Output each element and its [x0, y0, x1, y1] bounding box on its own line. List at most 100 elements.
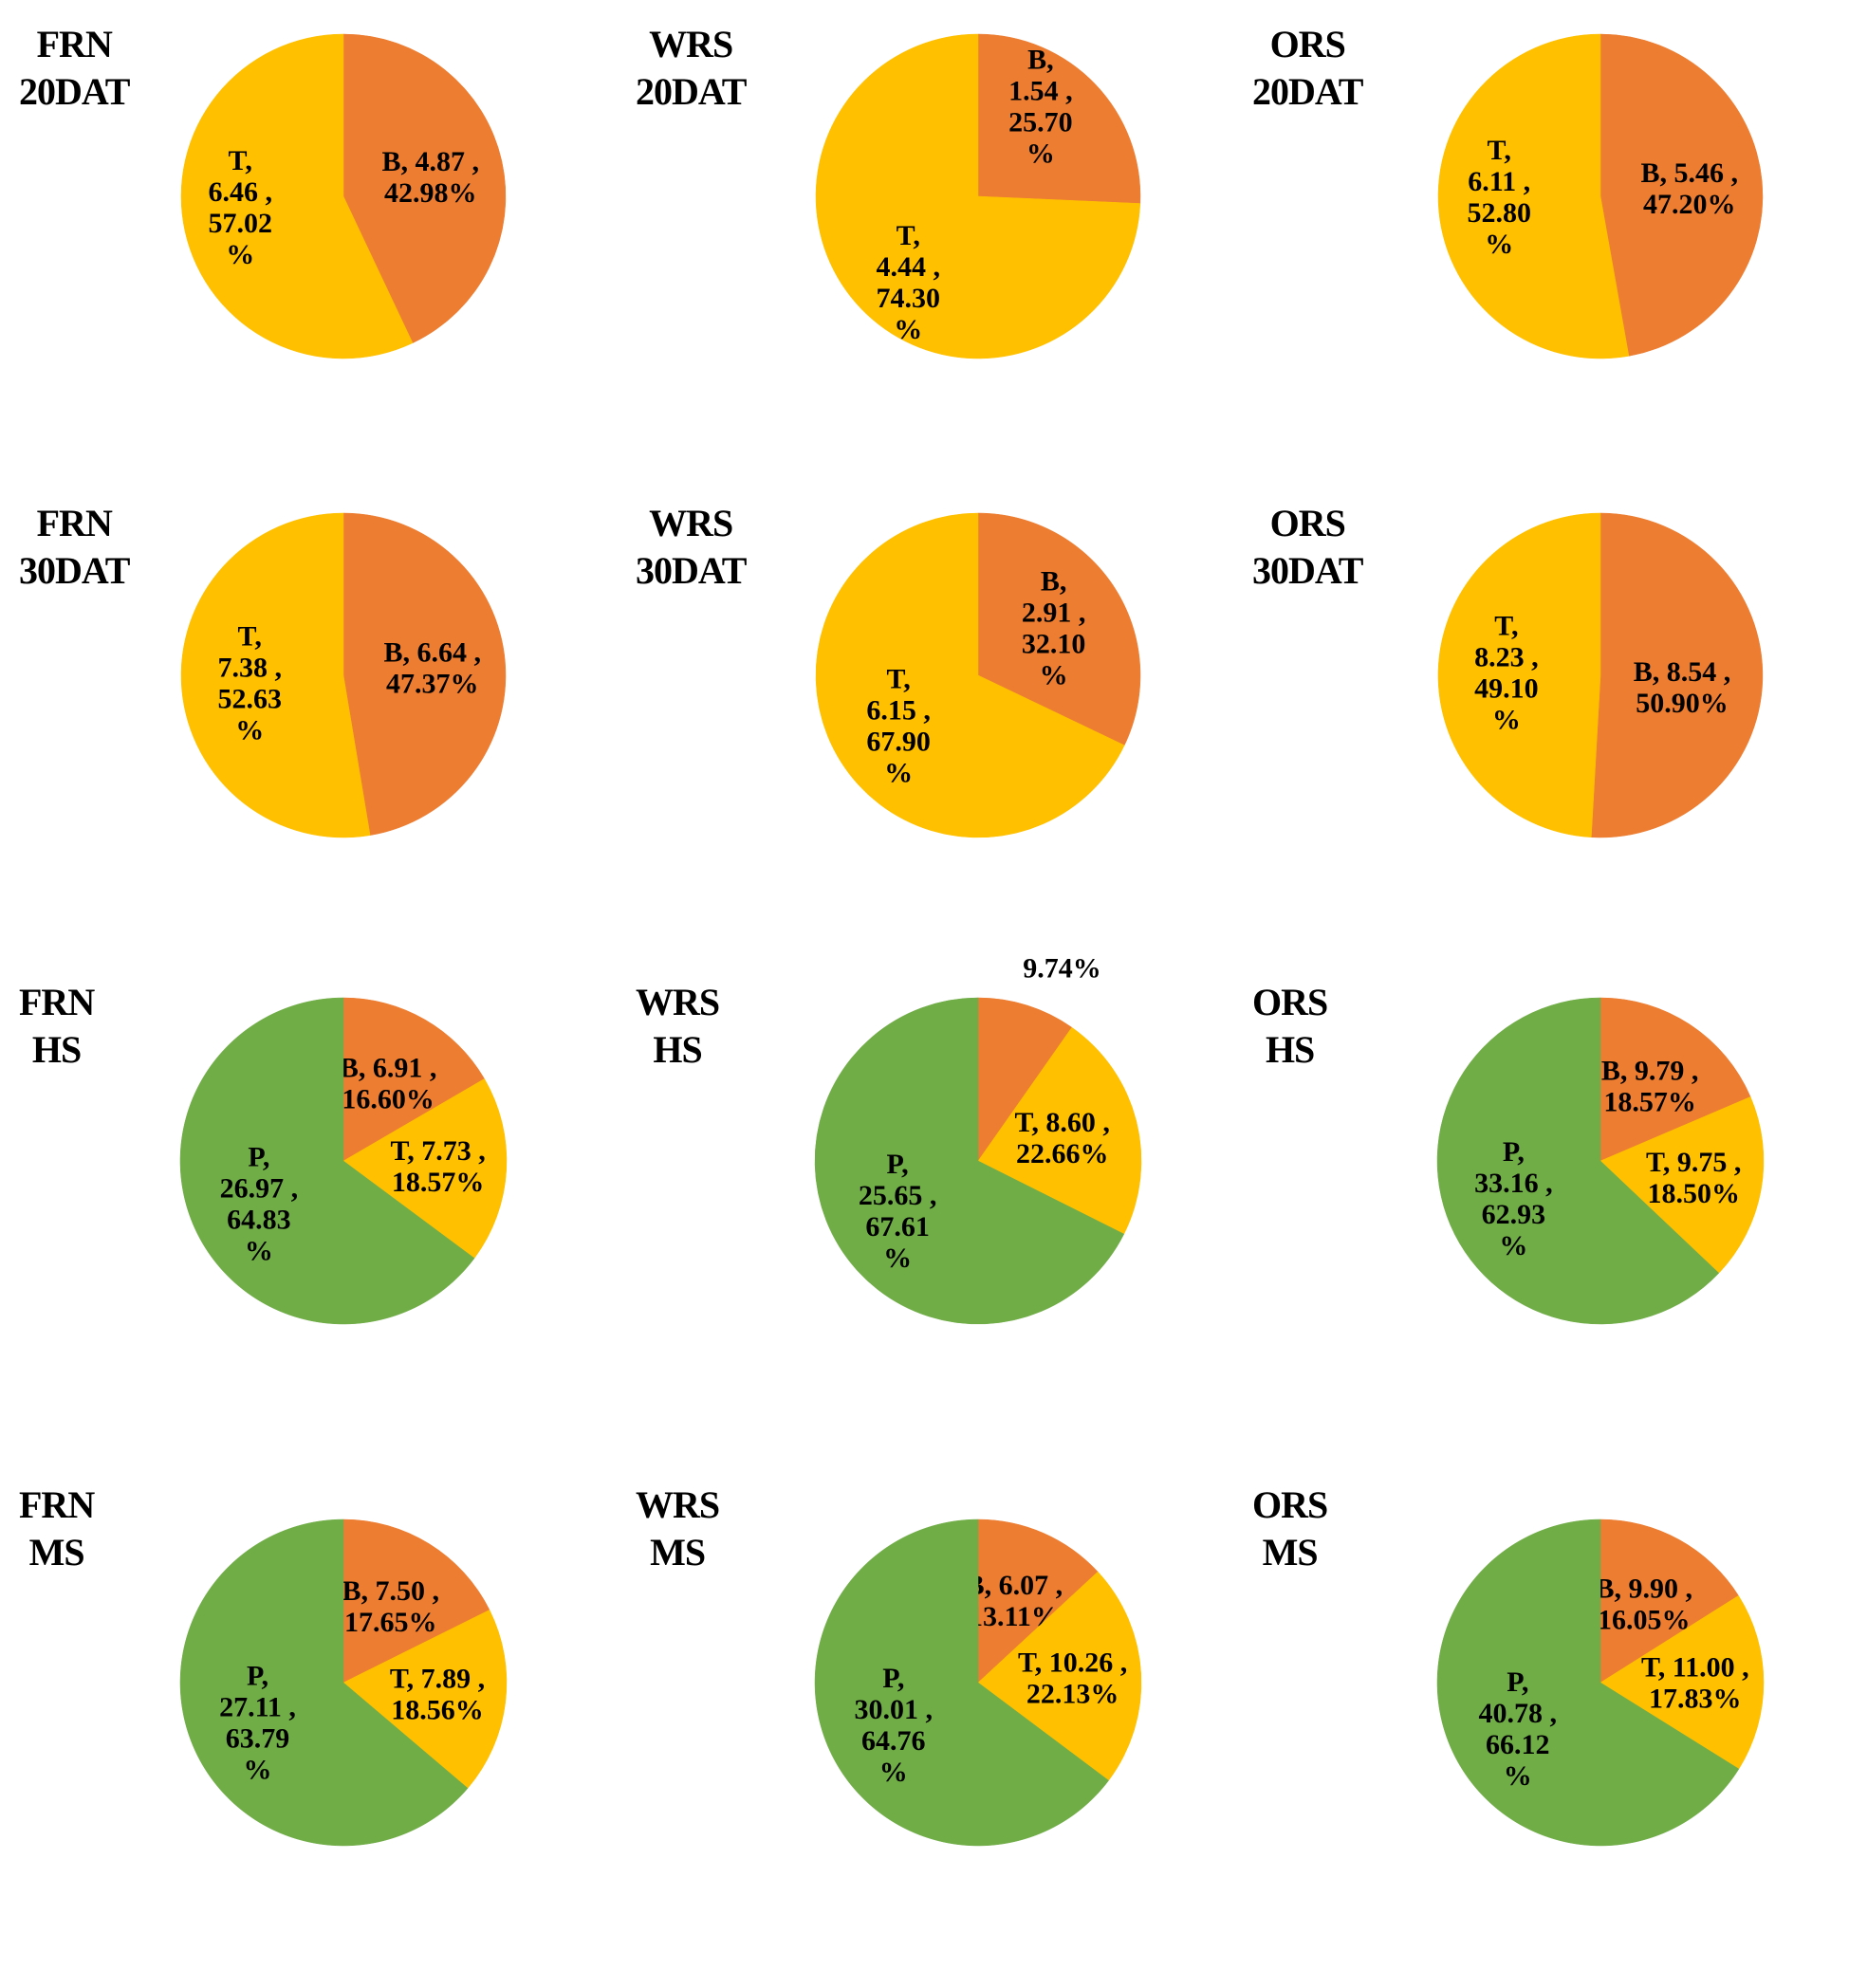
- chart-title-line: 20DAT: [636, 70, 747, 113]
- data-label-t: T, 7.89 , 18.56%: [390, 1664, 485, 1726]
- data-label-line: %: [235, 715, 264, 746]
- data-label-line: T, 10.26 ,: [1018, 1647, 1127, 1678]
- pie-svg: B, 1.54 , 25.70 %T, 4.44 , 74.30%: [815, 33, 1141, 359]
- data-label-line: %: [1504, 1760, 1532, 1792]
- data-label-line: 64.83: [227, 1204, 291, 1235]
- data-label-line: T,: [229, 145, 252, 176]
- data-label-line: T, 7.73 ,: [390, 1135, 485, 1167]
- pie-svg: B, 5.46 , 47.20% T, 6.11 , 52.80%: [1437, 33, 1764, 359]
- data-label-line: %: [883, 1242, 912, 1274]
- pie-slice-t: [1599, 1594, 1765, 1770]
- data-label-t: T, 4.44 , 74.30%: [877, 220, 941, 345]
- data-label-line: 50.90%: [1636, 688, 1729, 719]
- data-label-line: 17.83%: [1649, 1683, 1742, 1714]
- pie-slice-p: [814, 1519, 1109, 1847]
- pie-chart-frn-ms: B, 7.50 , 17.65% T, 7.89 , 18.56% P, 27.11 ,6…: [0, 1461, 617, 1988]
- pie-slice-p: [179, 997, 475, 1325]
- data-label-line: 25.70: [1008, 107, 1073, 138]
- pie-slice-b: [1599, 997, 1751, 1162]
- data-label-line: %: [1026, 138, 1055, 170]
- data-label-line: 47.20%: [1643, 189, 1736, 220]
- pie-slice-p: [1436, 997, 1720, 1325]
- chart-title: ORS 20DAT: [1252, 21, 1363, 116]
- data-label-line: 25.65 ,: [859, 1180, 937, 1211]
- data-label-line: T, 8.60 ,: [1015, 1107, 1110, 1138]
- pie-chart-wrs-30dat: B, 2.91 , 32.10% T, 6.15 , 67.90% WRS 30DAT: [617, 479, 1233, 958]
- chart-title: FRN 20DAT: [19, 21, 130, 116]
- pie-slice-b: [1591, 512, 1764, 838]
- data-label-line: 16.60%: [342, 1084, 435, 1115]
- data-label-line: %: [879, 1757, 908, 1788]
- data-label-b: B, 8.54 , 50.90%: [1634, 656, 1731, 719]
- data-label-line: 18.57%: [1603, 1087, 1696, 1118]
- data-label-line: 4.44 ,: [877, 251, 941, 283]
- data-label-t: T, 9.75 , 18.50%: [1646, 1147, 1741, 1209]
- pie-slice-b: [342, 33, 507, 343]
- chart-title-line: WRS: [636, 1483, 720, 1526]
- pie-slice-b: [342, 997, 485, 1162]
- data-label-b: B, 7.50 , 17.65%: [342, 1575, 440, 1638]
- data-label-line: %: [244, 1754, 272, 1785]
- pie-slice-b: [977, 1519, 1099, 1684]
- pie-svg: B, 8.54 , 50.90% T, 8.23 , 49.10%: [1437, 512, 1764, 838]
- data-label-line: 18.56%: [391, 1695, 484, 1726]
- pie-chart-frn-20dat: B, 4.87 , 42.98% T, 6.46 , 57.02% FRN 20DAT: [0, 0, 617, 479]
- data-label-p: P, 26.97 , 64.83%: [220, 1141, 299, 1266]
- data-label-b: B, 5.46 , 47.20%: [1640, 157, 1738, 220]
- data-label-line: 17.65%: [344, 1607, 437, 1638]
- data-label-line: 64.76: [861, 1725, 926, 1757]
- data-label-line: 47.37%: [386, 669, 479, 700]
- data-label-line: 18.57%: [392, 1167, 485, 1198]
- data-label-line: 27.11 ,: [219, 1691, 296, 1722]
- pie-svg: B, 2.91 , 32.10 %T, 6.15 , 67.90%: [815, 512, 1141, 838]
- data-label-line: %: [1040, 659, 1068, 690]
- pie-slice-b: [977, 512, 1141, 746]
- data-label-line: T, 9.75 ,: [1646, 1147, 1741, 1178]
- data-label-line: P,: [247, 1660, 268, 1691]
- chart-title-line: 30DAT: [19, 549, 130, 592]
- data-label-line: 33.16 ,: [1474, 1168, 1553, 1199]
- data-label-line: B, 4.87 ,: [382, 146, 480, 177]
- data-label-line: T,: [238, 621, 262, 653]
- data-label-line: 62.93: [1482, 1199, 1546, 1230]
- chart-title-line: WRS: [649, 502, 733, 544]
- pie-slice-t: [180, 33, 414, 359]
- data-label-line: 52.63: [217, 684, 282, 715]
- data-label-t: T, 7.73 , 18.57%: [390, 1135, 485, 1198]
- data-label-line: 52.80: [1467, 197, 1531, 229]
- pie-svg: B, 9.79 , 18.57% T, 9.75 , 18.50% P, 33.16 ,6…: [1436, 997, 1765, 1325]
- chart-title-line: ORS: [1269, 502, 1346, 544]
- data-label-t: T, 10.26 , 22.13%: [1018, 1647, 1127, 1709]
- data-label-line: T,: [897, 220, 920, 251]
- pie-slice-b: [977, 997, 1073, 1162]
- pie-chart-ors-30dat: B, 8.54 , 50.90% T, 8.23 , 49.10% ORS 30DAT: [1233, 479, 1849, 958]
- data-label-line: 8.23 ,: [1474, 642, 1539, 673]
- pie-chart-ors-ms: B, 9.90 , 16.05% T, 11.00 , 17.83% P, 40.78 ,…: [1233, 1461, 1849, 1988]
- chart-title-line: MS: [28, 1531, 85, 1574]
- chart-title-line: 30DAT: [1252, 549, 1363, 592]
- data-label-line: 32.10: [1022, 628, 1086, 659]
- data-label-t: T, 8.60 , 22.66%: [1015, 1107, 1110, 1169]
- data-label-line: 2.91 ,: [1022, 597, 1086, 628]
- chart-title-line: MS: [1262, 1531, 1319, 1574]
- data-label-line: B, 9.90 ,: [1595, 1574, 1692, 1605]
- data-label-b: B, 9.90 , 16.05%: [1595, 1574, 1692, 1636]
- pie-slice-t: [342, 1078, 508, 1259]
- data-label-line: 9.74%: [1023, 958, 1101, 984]
- pie-slice-t: [180, 512, 371, 838]
- pie-slice-t: [342, 1610, 508, 1789]
- chart-title-line: ORS: [1252, 1483, 1328, 1526]
- chart-title-line: FRN: [19, 1483, 95, 1526]
- data-label-line: 40.78 ,: [1479, 1698, 1558, 1729]
- data-label-line: P,: [882, 1663, 904, 1694]
- data-label-line: 63.79: [226, 1722, 290, 1754]
- data-label-line: B, 5.46 ,: [1640, 157, 1738, 189]
- data-label-line: B, 7.50 ,: [342, 1575, 440, 1607]
- data-label-b: B, 3.69 ,9.74%: [1013, 958, 1111, 984]
- chart-title-line: HS: [653, 1028, 702, 1071]
- chart-title-line: WRS: [636, 981, 720, 1023]
- data-label-line: %: [226, 239, 254, 270]
- data-label-line: T,: [886, 663, 910, 694]
- data-label-t: T, 8.23 , 49.10%: [1474, 611, 1539, 736]
- data-label-line: T, 11.00 ,: [1641, 1651, 1749, 1683]
